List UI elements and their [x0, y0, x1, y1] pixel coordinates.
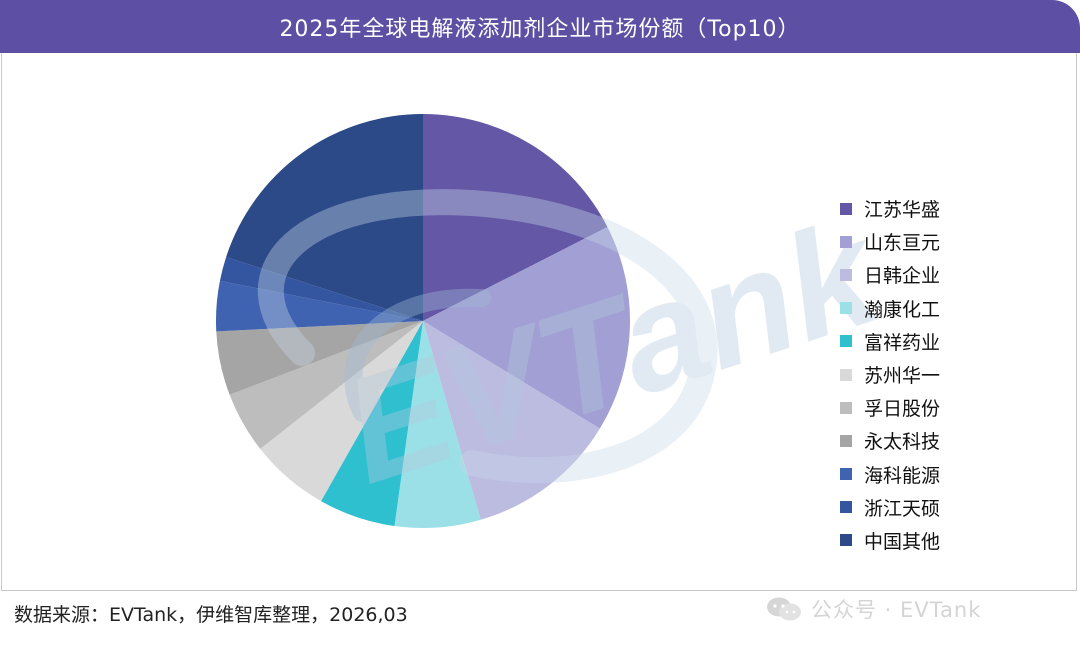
legend-item: 苏州华一 — [840, 358, 940, 391]
legend-item: 山东亘元 — [840, 225, 940, 258]
chart-frame: EVTank 江苏华盛山东亘元日韩企业瀚康化工富祥药业苏州华一孚日股份永太科技海… — [1, 53, 1077, 591]
legend-label: 日韩企业 — [864, 265, 941, 288]
pie-slice-10 — [219, 257, 423, 321]
legend-item: 永太科技 — [840, 424, 940, 457]
chart-legend: 江苏华盛山东亘元日韩企业瀚康化工富祥药业苏州华一孚日股份永太科技海科能源浙江天硕… — [840, 192, 940, 557]
legend-swatch — [840, 235, 852, 248]
pie-slices — [215, 114, 630, 528]
legend-label: 海科能源 — [864, 464, 941, 487]
legend-label: 山东亘元 — [864, 232, 941, 255]
legend-swatch — [840, 534, 852, 547]
legend-label: 苏州华一 — [864, 365, 941, 388]
legend-swatch — [840, 302, 852, 315]
legend-label: 富祥药业 — [864, 331, 941, 354]
pie-slice-7 — [229, 321, 423, 449]
legend-label: 江苏华盛 — [864, 199, 941, 222]
legend-swatch — [840, 401, 852, 414]
chart-title: 2025年全球电解液添加剂企业市场份额（Top10） — [279, 16, 801, 42]
wechat-icon — [767, 597, 801, 621]
legend-swatch — [840, 268, 852, 281]
legend-item: 江苏华盛 — [840, 192, 940, 225]
legend-swatch — [840, 202, 852, 215]
legend-item: 日韩企业 — [840, 258, 940, 291]
watermark-text: 公众号 · EVTank — [811, 598, 982, 622]
legend-label: 孚日股份 — [864, 398, 941, 421]
legend-label: 瀚康化工 — [864, 298, 941, 321]
wechat-watermark: 公众号 · EVTank — [765, 594, 981, 624]
pie-slice-5 — [321, 321, 423, 527]
legend-swatch — [840, 468, 852, 481]
legend-swatch — [840, 368, 852, 381]
chart-title-bar: 2025年全球电解液添加剂企业市场份额（Top10） — [0, 0, 1080, 53]
pie-slice-6 — [260, 321, 423, 502]
pie-slice-1 — [423, 114, 608, 321]
legend-item: 富祥药业 — [840, 325, 940, 358]
legend-item: 海科能源 — [840, 458, 940, 491]
legend-label: 浙江天硕 — [864, 497, 941, 520]
legend-item: 中国其他 — [840, 524, 940, 557]
pie-slice-8 — [216, 321, 423, 395]
pie-slice-4 — [394, 321, 481, 528]
legend-label: 中国其他 — [864, 530, 941, 553]
legend-swatch — [840, 434, 852, 447]
legend-swatch — [840, 335, 852, 348]
legend-item: 瀚康化工 — [840, 292, 940, 325]
pie-slice-11 — [226, 114, 423, 321]
pie-slice-2 — [423, 227, 630, 429]
pie-slice-3 — [423, 321, 600, 520]
legend-item: 孚日股份 — [840, 391, 940, 424]
legend-label: 永太科技 — [864, 431, 941, 454]
legend-swatch — [840, 501, 852, 514]
pie-chart: EVTank — [215, 114, 901, 528]
data-source-note: 数据来源：EVTank，伊维智库整理，2026,03 — [14, 604, 408, 626]
pie-slice-9 — [215, 280, 423, 332]
legend-item: 浙江天硕 — [840, 491, 940, 524]
